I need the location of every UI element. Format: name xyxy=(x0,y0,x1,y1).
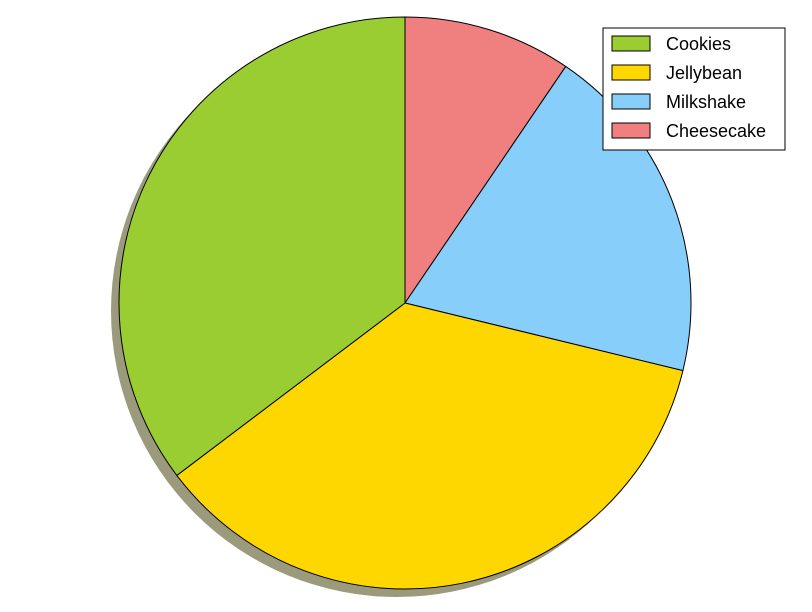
pie-slice-cheesecake xyxy=(404,16,567,304)
legend-swatch-jellybean xyxy=(611,64,651,81)
legend: Cookies Jellybean Milkshake Cheesecake xyxy=(602,27,786,151)
pie-slice-jellybean xyxy=(176,302,684,590)
legend-swatch-cheesecake xyxy=(611,122,651,139)
legend-swatch-cookies xyxy=(611,35,651,52)
legend-label-milkshake: Milkshake xyxy=(666,92,746,112)
legend-label-cookies: Cookies xyxy=(666,34,731,54)
legend-label-cheesecake: Cheesecake xyxy=(666,121,766,141)
legend-swatch-milkshake xyxy=(611,93,651,110)
pie-slice-cookies xyxy=(118,16,406,476)
legend-label-jellybean: Jellybean xyxy=(666,63,742,83)
